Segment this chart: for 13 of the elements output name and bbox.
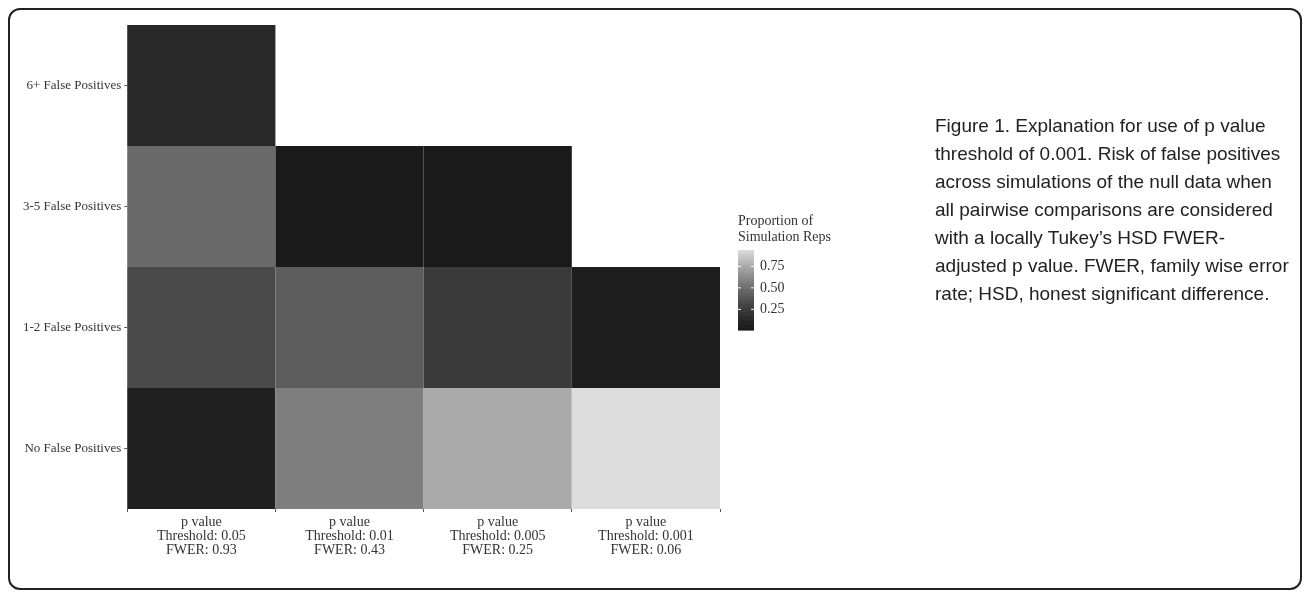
x-tick-label: p value Threshold: 0.01 FWER: 0.43 (305, 513, 394, 557)
color-bar-label: 0.75 (760, 258, 785, 274)
color-bar-label: 0.50 (760, 279, 785, 295)
color-bar-label: 0.25 (760, 301, 785, 317)
caption: Figure 1. Explanation for use of p value threshold of 0.001. Risk of false positives across simulations of the null data when all pairwise comparisons are considered with a locally Tukey’s HSD FWER-adjusted p value. FWER, family wise error rate; HSD, honest significant difference. (935, 114, 1290, 306)
x-tick-label: p value Threshold: 0.05 FWER: 0.93 (156, 513, 246, 557)
x-tick-label: p value Threshold: 0.001 FWER: 0.06 (598, 513, 694, 557)
y-tick-label: 1-2 False Positives (22, 318, 122, 334)
y-tick-label: No False Positives (24, 439, 122, 455)
x-tick-label: p value Threshold: 0.005 FWER: 0.25 (449, 513, 546, 557)
y-tick-label: 3-5 False Positives (22, 197, 122, 213)
color-bar-title: Proportion of Simulation Reps (738, 212, 831, 244)
y-tick-label: 6+ False Positives (26, 76, 122, 92)
